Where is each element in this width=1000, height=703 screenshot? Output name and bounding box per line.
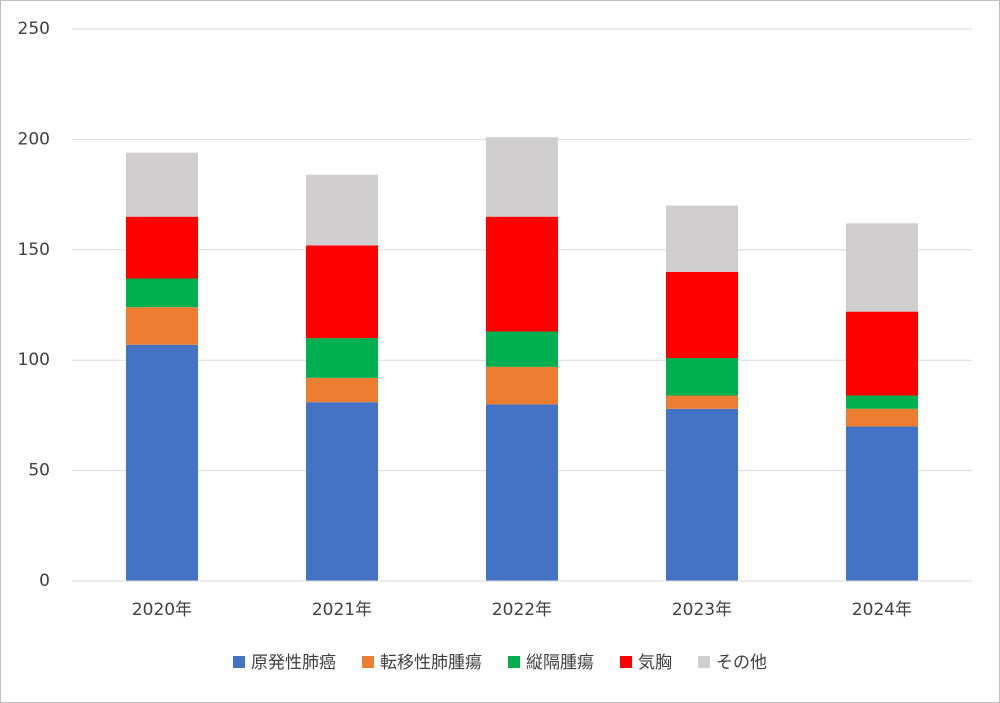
bar-segment: [846, 408, 918, 427]
bar-segment: [306, 245, 378, 339]
bar-segment: [126, 152, 198, 217]
bar-segment: [486, 366, 558, 405]
bar-segment: [666, 357, 738, 396]
bar-segment: [846, 395, 918, 409]
bar-segment: [306, 174, 378, 246]
legend-swatch: [362, 656, 374, 668]
bar-segment: [486, 137, 558, 217]
bar-segment: [846, 426, 918, 581]
x-tick-label: 2023年: [672, 600, 732, 620]
bar-segment: [126, 307, 198, 345]
legend-swatch: [698, 656, 710, 668]
y-tick-label: 100: [18, 350, 50, 370]
legend-label: 原発性肺癌: [251, 653, 336, 673]
bar-segment: [306, 377, 378, 403]
bar-segment: [666, 408, 738, 581]
bar-segment: [666, 271, 738, 358]
x-tick-label: 2022年: [492, 600, 552, 620]
legend-label: 縦隔腫瘍: [526, 653, 594, 673]
bar-segment: [306, 402, 378, 581]
bar-segment: [846, 311, 918, 396]
x-tick-label: 2021年: [312, 600, 372, 620]
legend-label: 気胸: [638, 653, 672, 673]
x-tick-label: 2020年: [132, 600, 192, 620]
bar-segment: [486, 216, 558, 332]
bar-segment: [486, 331, 558, 367]
legend-label: 転移性肺腫瘍: [380, 653, 482, 673]
bar-segment: [486, 404, 558, 581]
legend-swatch: [233, 656, 245, 668]
bar-segment: [126, 278, 198, 308]
bar-segment: [666, 205, 738, 272]
bar-segment: [306, 338, 378, 378]
y-tick-label: 200: [18, 129, 50, 149]
y-tick-label: 0: [39, 571, 50, 591]
bar-segment: [126, 216, 198, 279]
legend-swatch: [508, 656, 520, 668]
bar-segment: [666, 395, 738, 409]
x-tick-label: 2024年: [852, 600, 912, 620]
legend-label: その他: [716, 653, 767, 673]
bar-segment: [846, 223, 918, 312]
y-tick-label: 50: [28, 461, 50, 481]
legend-swatch: [620, 656, 632, 668]
y-tick-label: 250: [18, 19, 50, 39]
bar-segment: [126, 344, 198, 581]
y-tick-label: 150: [18, 240, 50, 260]
